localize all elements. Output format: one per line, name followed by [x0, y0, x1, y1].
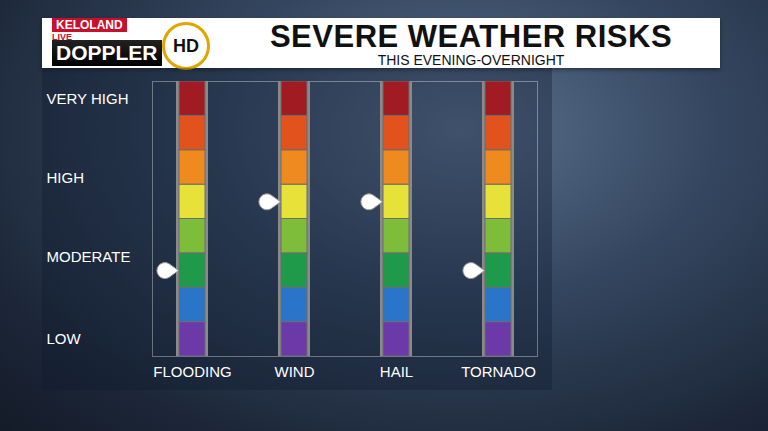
svg-text:VERY HIGH: VERY HIGH — [47, 89, 129, 106]
svg-text:FLOODING: FLOODING — [153, 363, 231, 380]
svg-text:MODERATE: MODERATE — [47, 248, 131, 265]
svg-text:HAIL: HAIL — [380, 363, 413, 380]
html-text:THIS EVENING-OVERNIGHT: THIS EVENING-OVERNIGHT — [377, 52, 565, 68]
svg-text:HIGH: HIGH — [47, 169, 85, 186]
svg-text:WIND: WIND — [275, 363, 315, 380]
html-text:SEVERE WEATHER RISKS: SEVERE WEATHER RISKS — [269, 19, 673, 54]
svg-text:TORNADO: TORNADO — [461, 363, 536, 380]
html-text:KELOLAND: KELOLAND — [56, 18, 123, 32]
html-text:HD: HD — [173, 36, 199, 56]
html-text:DOPPLER: DOPPLER — [56, 41, 158, 64]
html-text:LIVE: LIVE — [52, 32, 72, 42]
svg-text:LOW: LOW — [47, 330, 82, 347]
